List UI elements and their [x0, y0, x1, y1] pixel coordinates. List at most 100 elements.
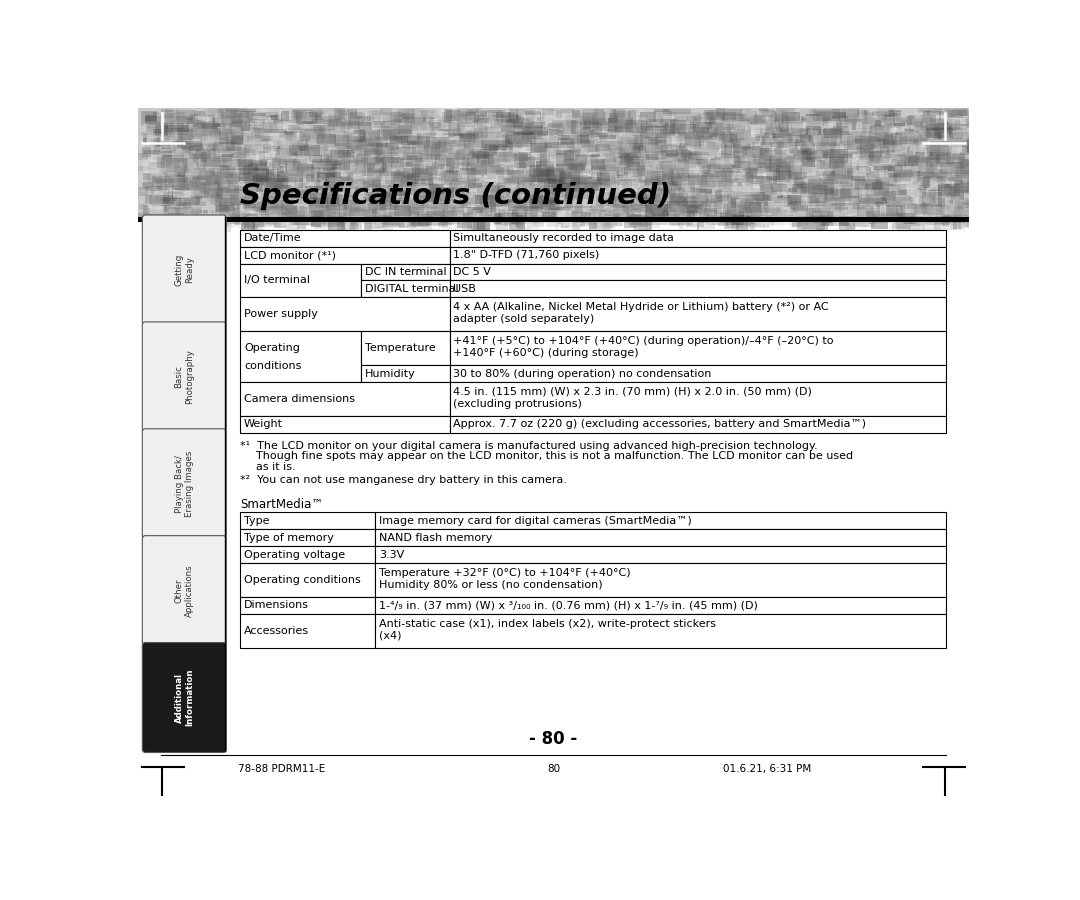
Bar — [740, 131, 745, 135]
Bar — [364, 152, 368, 160]
Bar — [875, 160, 887, 167]
Bar — [441, 109, 444, 118]
Bar — [714, 159, 718, 168]
Bar — [221, 112, 242, 124]
Bar — [416, 204, 423, 212]
Bar — [769, 111, 777, 121]
Bar — [646, 129, 650, 130]
Bar — [554, 178, 562, 181]
Bar — [741, 212, 764, 215]
Bar — [640, 121, 649, 127]
Bar — [216, 175, 218, 182]
Bar — [545, 208, 561, 211]
Bar — [480, 199, 495, 206]
Bar — [481, 195, 494, 205]
Bar — [354, 121, 360, 130]
Bar — [795, 141, 807, 146]
Bar — [383, 112, 409, 122]
Bar — [926, 167, 935, 175]
Bar — [426, 212, 455, 225]
Bar — [922, 121, 926, 123]
Bar — [498, 137, 505, 143]
Bar — [468, 180, 480, 189]
Bar — [262, 122, 269, 124]
Bar — [473, 120, 480, 122]
Bar — [945, 191, 954, 202]
Bar — [663, 124, 675, 136]
Bar — [243, 162, 256, 175]
Bar — [351, 140, 363, 150]
Bar — [508, 127, 522, 138]
Bar — [357, 197, 366, 204]
Bar — [437, 148, 445, 151]
Bar — [704, 122, 723, 130]
Bar — [870, 157, 889, 163]
Bar — [591, 202, 594, 210]
Bar — [732, 146, 741, 148]
Bar — [541, 112, 555, 122]
Bar — [293, 198, 297, 202]
Bar — [774, 201, 782, 204]
Bar — [503, 110, 508, 121]
Bar — [866, 207, 882, 211]
Bar — [230, 172, 251, 176]
Bar — [853, 195, 860, 209]
Bar — [893, 184, 901, 187]
Bar — [646, 189, 661, 194]
Bar — [649, 146, 661, 157]
Bar — [820, 206, 837, 208]
Bar — [599, 184, 613, 192]
Text: Power supply: Power supply — [244, 310, 318, 320]
Bar — [428, 190, 435, 201]
Bar — [378, 202, 390, 211]
Bar — [372, 155, 381, 157]
Bar — [200, 213, 211, 217]
Bar — [882, 202, 900, 206]
Bar — [475, 168, 485, 176]
Bar — [174, 200, 188, 210]
Bar — [273, 114, 282, 122]
Bar — [141, 148, 151, 157]
Bar — [654, 138, 672, 148]
Bar — [889, 145, 905, 151]
Bar — [550, 128, 553, 130]
Bar — [710, 116, 716, 124]
Bar — [690, 209, 700, 215]
Bar — [318, 166, 336, 182]
Bar — [376, 202, 388, 211]
Bar — [421, 177, 424, 184]
Bar — [726, 216, 737, 225]
Bar — [563, 221, 581, 224]
Bar — [728, 202, 738, 205]
Bar — [608, 193, 624, 201]
Bar — [392, 157, 396, 159]
Bar — [680, 176, 689, 182]
Bar — [176, 172, 186, 177]
Bar — [756, 113, 768, 122]
Bar — [288, 211, 307, 212]
Bar — [453, 219, 468, 229]
Bar — [825, 212, 842, 215]
Bar — [231, 159, 240, 161]
Bar — [727, 202, 741, 216]
Bar — [193, 130, 207, 140]
Bar — [841, 136, 859, 140]
Bar — [211, 128, 221, 139]
Bar — [939, 139, 948, 147]
Bar — [708, 219, 733, 221]
Bar — [752, 152, 755, 158]
Bar — [809, 204, 823, 216]
Bar — [346, 205, 360, 212]
Bar — [144, 134, 160, 144]
Bar — [573, 187, 584, 194]
Bar — [300, 181, 310, 184]
Bar — [572, 201, 581, 206]
Bar — [384, 117, 397, 122]
Bar — [271, 115, 278, 120]
Bar — [429, 120, 445, 131]
Bar — [442, 133, 458, 135]
Bar — [474, 128, 488, 138]
Bar — [932, 148, 941, 153]
Bar — [477, 118, 486, 128]
Bar — [325, 171, 339, 183]
